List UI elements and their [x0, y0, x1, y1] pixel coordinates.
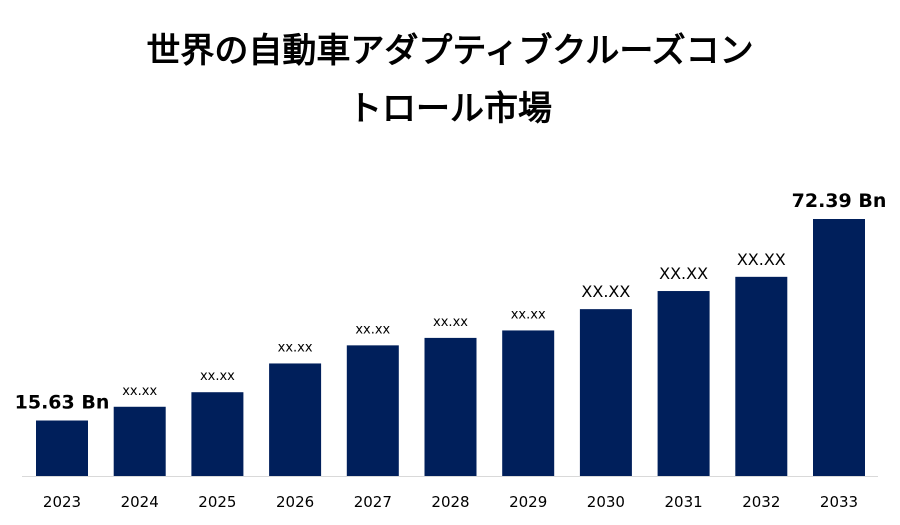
- x-tick-label-2029: 2029: [509, 493, 547, 511]
- data-label-2030: XX.XX: [581, 282, 630, 301]
- bar-2029: [502, 330, 555, 476]
- data-label-2025: xx.xx: [200, 369, 235, 384]
- chart-title-line-2: トロール市場: [348, 89, 552, 129]
- x-tick-label-2024: 2024: [121, 493, 159, 511]
- data-label-2031: XX.XX: [659, 264, 708, 283]
- bar-2025: [191, 392, 244, 476]
- x-tick-label-2027: 2027: [354, 493, 392, 511]
- x-tick-label-2032: 2032: [742, 493, 780, 511]
- data-label-2026: xx.xx: [278, 340, 313, 355]
- data-label-2024: xx.xx: [122, 384, 157, 399]
- data-label-2032: XX.XX: [737, 250, 786, 269]
- x-tick-label-2025: 2025: [198, 493, 236, 511]
- bar-2032: [735, 276, 788, 476]
- chart-title-line-1: 世界の自動車アダプティブクルーズコン: [146, 31, 754, 71]
- chart-title: 世界の自動車アダプティブクルーズコン トロール市場: [0, 22, 900, 138]
- bar-2027: [346, 345, 399, 476]
- bar-2028: [424, 337, 477, 476]
- bar-2031: [657, 291, 710, 476]
- data-label-2027: xx.xx: [355, 322, 390, 337]
- x-tick-label-2031: 2031: [665, 493, 703, 511]
- data-label-2023: 15.63 Bn: [15, 392, 110, 414]
- x-tick-label-2023: 2023: [43, 493, 81, 511]
- x-tick-label-2026: 2026: [276, 493, 314, 511]
- bar-2026: [269, 363, 322, 476]
- bar-2023: [36, 420, 88, 476]
- bar-2033: [813, 219, 865, 476]
- x-tick-label-2028: 2028: [431, 493, 469, 511]
- data-label-2029: xx.xx: [511, 307, 546, 322]
- bar-2030: [579, 309, 632, 476]
- x-tick-label-2030: 2030: [587, 493, 625, 511]
- bar-2024: [113, 406, 166, 476]
- data-label-2033: 72.39 Bn: [792, 190, 887, 212]
- x-tick-label-2033: 2033: [820, 493, 858, 511]
- data-label-2028: xx.xx: [433, 315, 468, 330]
